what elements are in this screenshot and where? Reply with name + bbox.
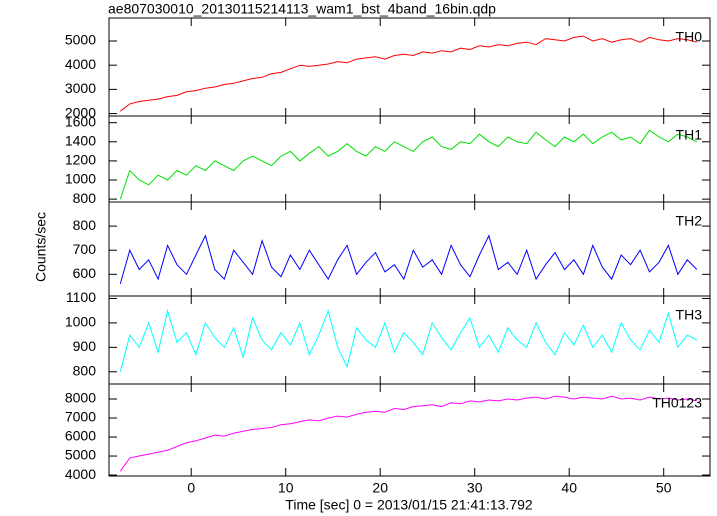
y-tick-label: 600 [73,265,97,281]
x-tick-label: 20 [372,480,388,496]
panel-label: TH0 [676,29,703,45]
panel-label: TH2 [676,213,703,229]
x-tick-label: 10 [278,480,294,496]
panel-frame [108,295,711,385]
panel-label: TH3 [676,307,703,323]
panel-frame [108,115,711,203]
y-tick-label: 6000 [65,428,96,444]
series-line [119,234,698,285]
panel-label: TH0123 [652,395,702,411]
y-tick-label: 1200 [65,152,96,168]
y-tick-label: 900 [73,338,97,354]
y-tick-label: 1400 [65,133,96,149]
chart-title: ae807030010_20130115214113_wam1_bst_4ban… [108,1,496,17]
y-tick-label: 1100 [66,289,96,305]
panel-frame [108,17,711,117]
y-tick-label: 800 [73,217,97,233]
y-tick-label: 1600 [65,113,96,129]
y-tick-label: 700 [73,241,97,257]
panel-label: TH1 [676,127,703,143]
series-line [119,35,697,112]
y-tick-label: 800 [73,362,97,378]
y-tick-label: 800 [73,190,97,206]
y-tick-label: 1000 [65,171,96,187]
y-axis-label: Counts/sec [33,212,49,282]
y-tick-label: 8000 [65,390,96,406]
x-tick-label: 40 [561,480,577,496]
series-line [119,395,697,472]
y-tick-label: 7000 [65,409,96,425]
x-tick-label: 30 [467,480,483,496]
y-tick-label: 1000 [65,314,96,330]
x-axis-label: Time [sec] 0 = 2013/01/15 21:41:13.792 [285,497,533,513]
y-tick-label: 4000 [65,56,96,72]
series-line [119,308,698,372]
y-tick-label: 5000 [65,32,96,48]
x-tick-label: 0 [187,480,195,496]
x-tick-label: 50 [656,480,672,496]
y-tick-label: 4000 [65,466,96,482]
y-tick-label: 3000 [65,80,96,96]
y-tick-label: 2000 [65,104,96,120]
series-line [119,129,698,200]
panel-frame [108,383,711,477]
y-tick-label: 5000 [65,447,96,463]
